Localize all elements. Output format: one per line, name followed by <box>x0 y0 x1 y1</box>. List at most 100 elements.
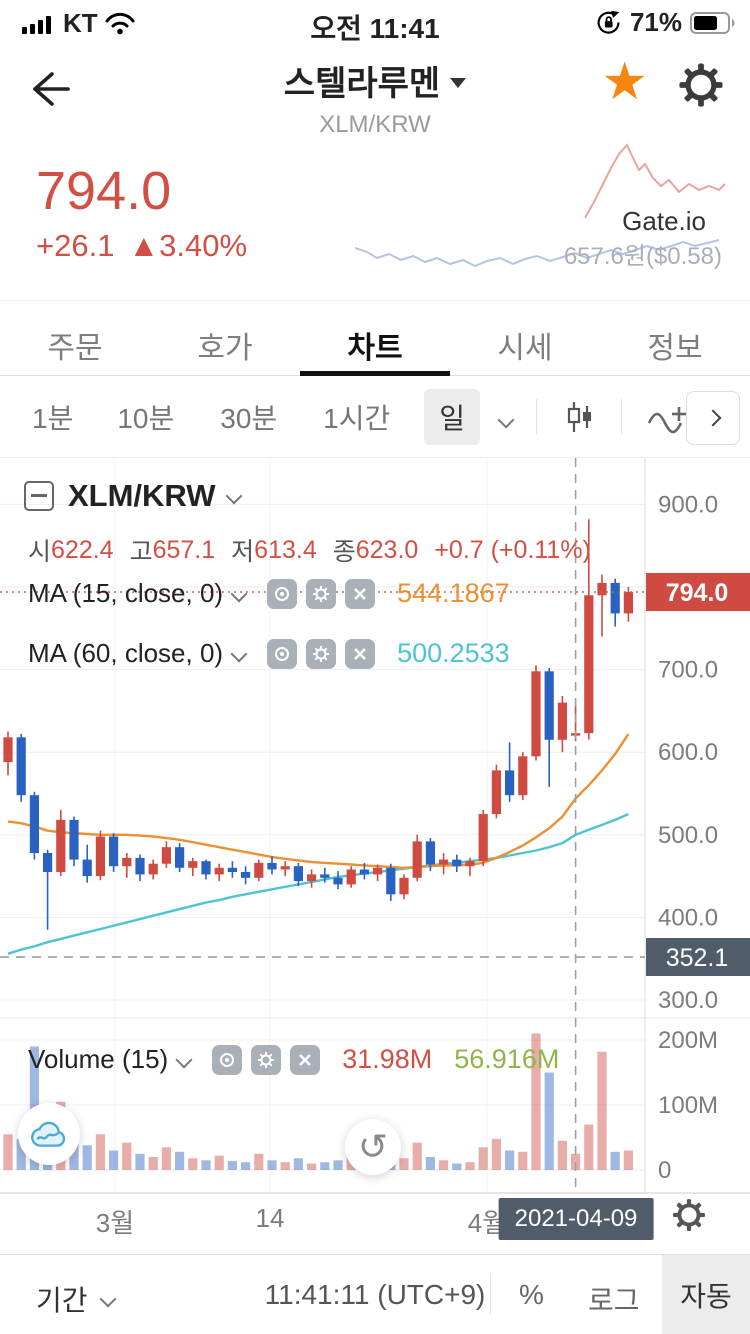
volume-visibility-button[interactable] <box>212 1044 243 1075</box>
back-button[interactable] <box>26 66 74 115</box>
svg-text:700.0: 700.0 <box>658 657 718 684</box>
rotation-lock-icon <box>597 10 620 34</box>
timeframe-day-selected[interactable]: 일 <box>424 389 481 445</box>
close-value: 623.0 <box>355 535 419 564</box>
ma15-label[interactable]: MA (15, close, 0) <box>28 578 224 608</box>
open-label: 시 <box>28 538 52 566</box>
wifi-icon <box>105 12 135 35</box>
refresh-icon: ↺ <box>357 1126 389 1167</box>
crosshair-date-badge: 2021-04-09 <box>498 1198 654 1240</box>
mini-sparkline-chart <box>355 143 726 268</box>
ma60-chevron-icon[interactable] <box>230 645 248 662</box>
low-value: 613.4 <box>254 535 317 564</box>
volume-value-current: 31.98M <box>342 1044 433 1074</box>
timeframe-1min[interactable]: 1분 <box>32 403 74 434</box>
compare-exchange-price: 657.6원($0.58) <box>563 243 722 270</box>
volume-value-ma: 56.916M <box>454 1044 560 1074</box>
volume-chevron-icon[interactable] <box>175 1051 193 1068</box>
volume-settings-button[interactable] <box>251 1044 282 1075</box>
ma15-visibility-button[interactable] <box>267 578 298 609</box>
svg-text:0: 0 <box>658 1157 671 1184</box>
price-change-percent: ▲3.40% <box>128 228 248 263</box>
timeframe-dropdown-chevron-icon[interactable] <box>497 401 515 433</box>
chart-area: 900.0800.0700.0600.0500.0400.0300.0200M1… <box>0 458 750 1195</box>
toolbar-divider <box>621 399 623 435</box>
svg-text:100M: 100M <box>658 1092 718 1119</box>
candle-change-value: +0.7 (+0.11%) <box>434 535 591 564</box>
cloud-indicator-button[interactable] <box>18 1103 80 1165</box>
signal-strength-icon <box>22 15 51 34</box>
chart-symbol-chevron-icon[interactable] <box>225 487 243 505</box>
ma15-settings-button[interactable] <box>306 578 337 609</box>
chart-settings-gear-icon[interactable] <box>672 1198 706 1235</box>
ma15-remove-button[interactable] <box>345 578 376 609</box>
svg-text:300.0: 300.0 <box>658 987 718 1014</box>
period-label: 기간 <box>36 1285 88 1316</box>
auto-scale-button[interactable]: 자동 <box>662 1255 750 1334</box>
chart-bottom-bar: 기간 11:41:11 (UTC+9) % 로그 자동 <box>0 1254 750 1334</box>
tab-chart[interactable]: 차트 <box>300 301 450 376</box>
timeframe-10min[interactable]: 10분 <box>117 403 175 434</box>
utc-clock: 11:41:11 (UTC+9) <box>264 1279 486 1310</box>
symbol-name: 스텔라루멘 <box>283 65 441 103</box>
arrow-left-icon <box>33 72 70 106</box>
svg-text:600.0: 600.0 <box>658 739 718 766</box>
chart-symbol-label[interactable]: XLM/KRW <box>68 478 216 513</box>
percent-scale-button[interactable]: % <box>519 1279 544 1310</box>
price-volume-chart[interactable]: 900.0800.0700.0600.0500.0400.0300.0200M1… <box>0 458 750 1195</box>
toolbar-divider <box>536 399 538 435</box>
svg-text:500.0: 500.0 <box>658 822 718 849</box>
ma60-value: 500.2533 <box>397 638 510 668</box>
ma15-value: 544.1867 <box>397 578 510 608</box>
main-tab-bar: 주문 호가 차트 시세 정보 <box>0 300 750 376</box>
low-label: 저 <box>231 538 255 566</box>
candle-style-icon[interactable] <box>561 399 597 435</box>
high-value: 657.1 <box>152 535 216 564</box>
symbol-title-dropdown[interactable]: 스텔라루멘 <box>283 56 467 105</box>
svg-text:400.0: 400.0 <box>658 904 718 931</box>
tab-order[interactable]: 주문 <box>47 332 103 365</box>
svg-text:900.0: 900.0 <box>658 491 718 518</box>
refresh-chart-button[interactable]: ↺ <box>345 1119 401 1175</box>
ma60-visibility-button[interactable] <box>267 638 298 669</box>
favorite-star-icon[interactable]: ★ <box>601 53 648 111</box>
ma60-remove-button[interactable] <box>345 638 376 669</box>
collapse-legend-icon[interactable] <box>24 481 54 511</box>
dropdown-triangle-icon <box>450 77 467 88</box>
bottom-bar-divider <box>490 1275 491 1315</box>
axis-label-march: 3월 <box>95 1208 135 1238</box>
high-label: 고 <box>129 538 153 566</box>
timeframe-30min[interactable]: 30분 <box>220 403 278 434</box>
tab-info[interactable]: 정보 <box>647 332 703 365</box>
toolbar-next-button[interactable] <box>686 391 740 445</box>
battery-percent: 71% <box>629 7 682 37</box>
time-axis: 3월 14 4월 2021-04-09 <box>0 1196 750 1240</box>
compare-exchange-label: Gate.io <box>622 206 706 236</box>
period-dropdown[interactable]: 기간 <box>36 1279 117 1319</box>
tab-quotes[interactable]: 시세 <box>497 332 553 365</box>
symbol-pair-label: XLM/KRW <box>319 111 431 138</box>
price-panel: 794.0 +26.1 ▲3.40% Gate.io 657.6원($0.58) <box>0 140 750 298</box>
svg-text:352.1: 352.1 <box>666 944 729 972</box>
status-bar: KT 오전 11:41 71% <box>0 0 750 44</box>
svg-text:794.0: 794.0 <box>666 579 729 607</box>
add-indicator-icon[interactable] <box>646 399 690 435</box>
open-value: 622.4 <box>51 535 114 564</box>
log-scale-button[interactable]: 로그 <box>588 1285 640 1316</box>
cloud-chart-icon <box>31 1121 66 1147</box>
volume-remove-button[interactable] <box>290 1044 321 1075</box>
timeframe-1hour[interactable]: 1시간 <box>323 403 391 434</box>
carrier-label: KT <box>63 8 98 38</box>
volume-indicator-label[interactable]: Volume (15) <box>28 1044 169 1074</box>
ma15-chevron-icon[interactable] <box>230 585 248 602</box>
current-price: 794.0 <box>36 161 172 221</box>
battery-icon <box>690 11 735 34</box>
gear-icon <box>679 63 723 107</box>
svg-text:200M: 200M <box>658 1027 718 1054</box>
tab-orderbook[interactable]: 호가 <box>197 332 253 365</box>
ma60-settings-button[interactable] <box>306 638 337 669</box>
price-change: +26.1 <box>36 228 115 263</box>
ma60-label[interactable]: MA (60, close, 0) <box>28 638 224 668</box>
settings-gear-icon[interactable] <box>678 62 724 111</box>
